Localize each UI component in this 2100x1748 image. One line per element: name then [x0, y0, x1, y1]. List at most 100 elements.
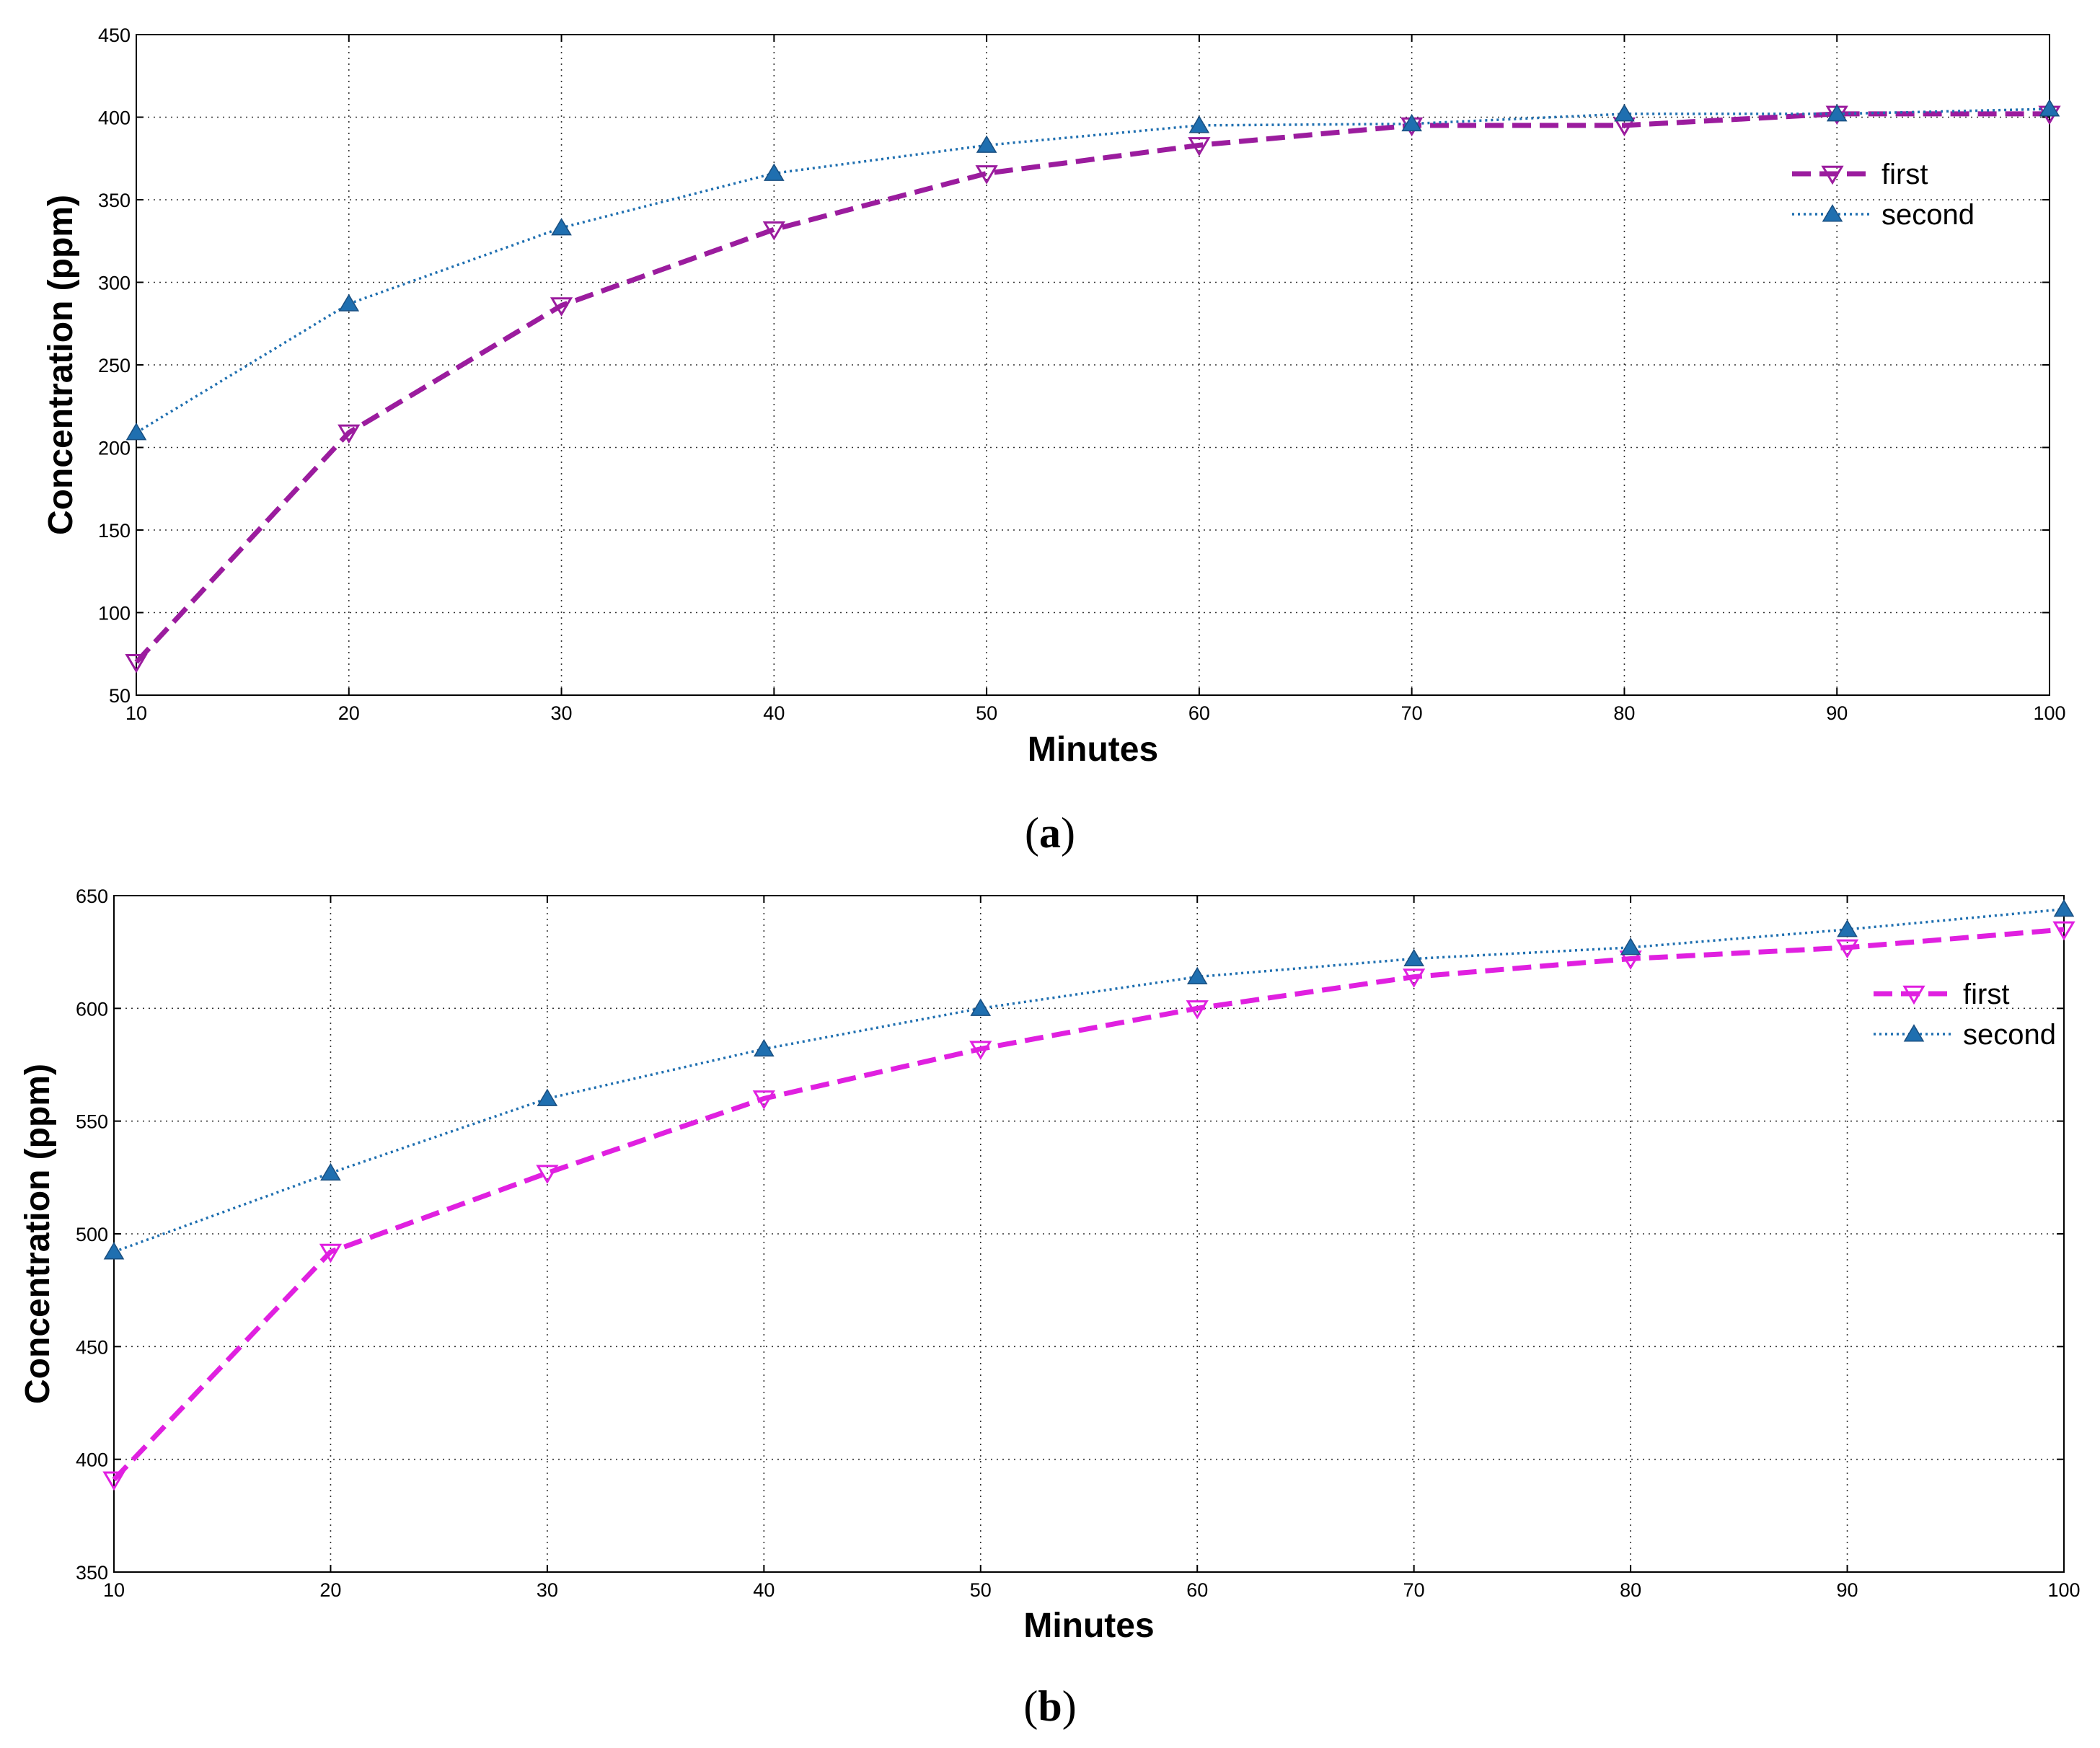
data-point-second	[1614, 104, 1635, 122]
data-point-first	[1835, 939, 1859, 959]
legend: first second	[1792, 159, 1975, 231]
series-first	[125, 105, 2061, 674]
x-tick-label: 30	[537, 1579, 558, 1601]
series-first	[102, 921, 2075, 1491]
series-second	[125, 99, 2060, 441]
data-point-second	[754, 1038, 775, 1057]
y-tick-label: 100	[98, 603, 131, 624]
x-tick-label: 100	[2033, 702, 2065, 724]
data-point-second	[1401, 113, 1422, 132]
data-point-second	[1837, 919, 1858, 937]
y-tick-label: 600	[76, 998, 108, 1020]
data-point-second	[1620, 937, 1641, 955]
legend-marker-second	[1903, 1024, 1925, 1042]
legend-label-second: second	[1881, 199, 1975, 231]
data-point-second	[970, 998, 992, 1016]
caption-close: )	[1062, 1682, 1077, 1730]
y-tick-label: 550	[76, 1111, 108, 1133]
data-point-second	[764, 163, 785, 181]
y-tick-label: 300	[98, 273, 131, 294]
data-point-first	[536, 1165, 559, 1184]
x-tick-label: 10	[125, 702, 147, 724]
x-axis-label: Minutes	[1023, 1607, 1154, 1645]
data-point-first	[975, 165, 998, 185]
caption-letter: a	[1039, 809, 1061, 857]
data-point-first	[102, 1471, 125, 1491]
x-tick-label: 70	[1403, 1579, 1425, 1601]
data-point-second	[320, 1162, 341, 1181]
x-tick-label: 60	[1188, 702, 1210, 724]
y-tick-label: 400	[98, 107, 131, 129]
panel-caption: (b)	[1023, 1682, 1076, 1730]
y-tick-label: 350	[98, 190, 131, 211]
x-tick-label: 70	[1401, 702, 1423, 724]
data-point-second	[1403, 948, 1424, 967]
legend-label-first: first	[1881, 159, 1928, 190]
y-tick-label: 150	[98, 520, 131, 542]
data-point-second	[338, 293, 360, 312]
chart-panel-a: 10 20 30 40 50 60 70 80 90 100 50 100 150 200 250 300 35…	[42, 25, 2066, 857]
x-tick-label: 80	[1613, 702, 1635, 724]
legend: first second	[1874, 979, 2056, 1051]
y-tick-label: 500	[76, 1224, 108, 1245]
data-point-first	[1188, 137, 1211, 156]
y-tick-label: 350	[76, 1562, 108, 1584]
data-point-second	[976, 135, 997, 153]
data-point-first	[550, 297, 573, 317]
data-point-second	[2053, 899, 2075, 917]
data-point-second	[125, 423, 147, 441]
x-tick-label: 50	[970, 1579, 992, 1601]
y-tick-label: 250	[98, 355, 131, 376]
legend-marker-first	[1821, 165, 1844, 185]
y-tick-label: 50	[109, 685, 131, 707]
x-tick-label: 40	[763, 702, 785, 724]
x-tick-label: 100	[2047, 1579, 2080, 1601]
data-point-first	[762, 221, 785, 241]
x-tick-label: 60	[1186, 1579, 1208, 1601]
data-point-first	[125, 653, 148, 674]
data-point-first	[2052, 921, 2075, 941]
y-tick-label: 650	[76, 886, 108, 907]
series-line-first	[134, 111, 2050, 664]
data-point-first	[338, 424, 361, 444]
panel-caption: (a)	[1025, 809, 1075, 857]
y-tick-label: 450	[98, 25, 131, 46]
data-point-second	[537, 1088, 558, 1106]
data-point-first	[319, 1243, 343, 1263]
x-axis-label: Minutes	[1028, 730, 1158, 769]
x-tick-label: 30	[551, 702, 573, 724]
data-point-second	[1826, 104, 1848, 122]
series-second	[103, 899, 2075, 1260]
x-tick-label: 80	[1620, 1579, 1641, 1601]
x-tick-label: 40	[753, 1579, 775, 1601]
caption-open: (	[1023, 1682, 1038, 1730]
grid	[114, 896, 2064, 1572]
y-axis-label: Concentration (ppm)	[19, 1064, 57, 1404]
data-point-second	[1188, 115, 1210, 133]
data-point-first	[1403, 968, 1426, 988]
legend-marker-second	[1822, 204, 1843, 222]
series-line-first	[112, 927, 2065, 1482]
x-tick-label: 90	[1837, 1579, 1858, 1601]
caption-close: )	[1061, 809, 1075, 857]
data-point-first	[1186, 1000, 1209, 1020]
data-point-second	[1186, 966, 1208, 985]
y-tick-label: 200	[98, 438, 131, 459]
y-tick-label: 450	[76, 1336, 108, 1358]
caption-open: (	[1025, 809, 1039, 857]
y-axis-label: Concentration (ppm)	[42, 195, 80, 535]
data-point-second	[103, 1242, 125, 1260]
x-tick-label: 10	[103, 1579, 125, 1601]
caption-letter: b	[1038, 1682, 1062, 1730]
x-tick-label: 20	[319, 1579, 341, 1601]
x-tick-label: 50	[976, 702, 997, 724]
chart-panel-b: 10 20 30 40 50 60 70 80 90 100 350 400 450 500 550 600 6…	[19, 886, 2081, 1730]
legend-label-second: second	[1963, 1019, 2056, 1051]
data-point-second	[2039, 99, 2060, 117]
y-tick-label: 400	[76, 1449, 108, 1471]
data-point-second	[551, 218, 572, 236]
data-point-first	[752, 1090, 775, 1110]
x-tick-label: 20	[338, 702, 360, 724]
data-point-first	[969, 1041, 992, 1060]
